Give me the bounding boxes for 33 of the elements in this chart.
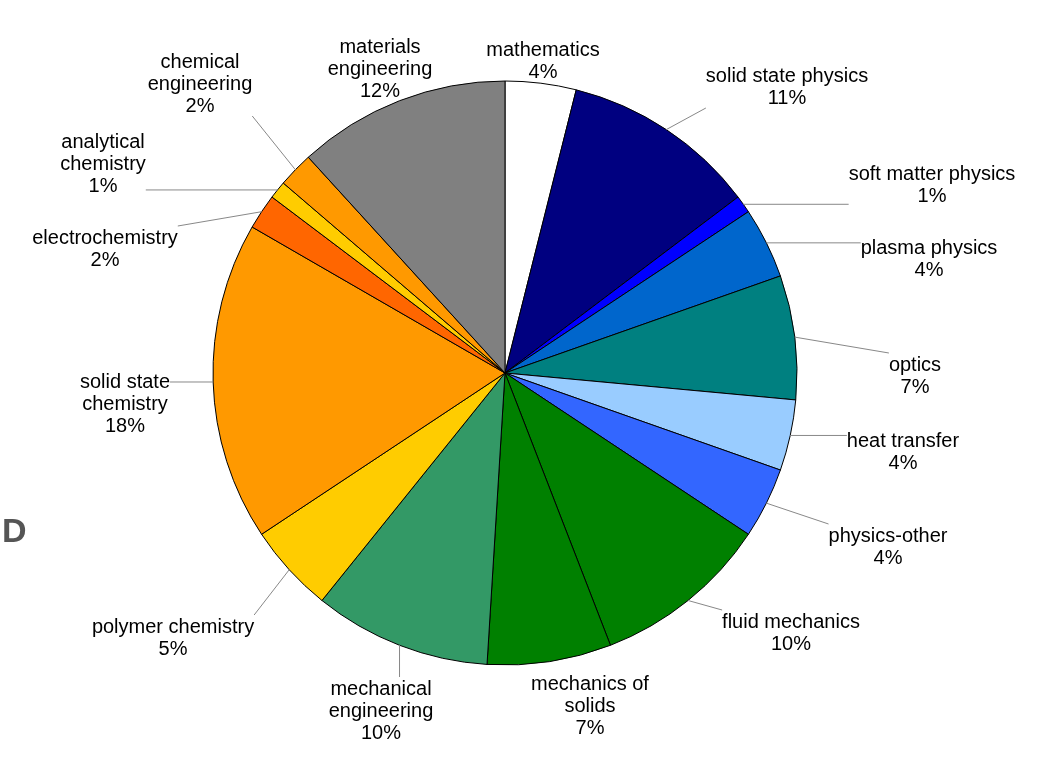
slice-label: mechanical engineering — [328, 677, 434, 721]
data-label: 12% — [359, 79, 401, 101]
data-label: 18% — [104, 414, 146, 436]
slice-label: heat transfer — [846, 429, 960, 451]
data-label: 1% — [88, 174, 118, 196]
data-label: 2% — [185, 94, 215, 116]
data-label: 10% — [360, 721, 402, 743]
slice-label: analytical chemistry — [60, 130, 146, 174]
data-label: 5% — [158, 637, 188, 659]
data-label: 1% — [917, 184, 947, 206]
data-label: 7% — [575, 716, 605, 738]
slice-label: fluid mechanics — [722, 610, 860, 632]
data-label: 4% — [888, 451, 918, 473]
data-label: 2% — [90, 248, 120, 270]
data-label: 4% — [873, 546, 903, 568]
slice-label: optics — [888, 353, 942, 375]
slice-label: mechanics of solids — [531, 672, 650, 716]
data-label: 7% — [900, 375, 930, 397]
data-label: 4% — [528, 60, 558, 82]
data-label: 10% — [770, 632, 812, 654]
slice-label: plasma physics — [860, 236, 998, 258]
data-label: 4% — [914, 258, 944, 280]
slice-label: chemical engineering — [147, 50, 253, 94]
slice-label: soft matter physics — [848, 162, 1016, 184]
slice-label: electrochemistry — [32, 226, 178, 248]
slice-label: materials engineering — [327, 35, 433, 79]
slice-label: polymer chemistry — [91, 615, 255, 637]
data-label: 11% — [767, 86, 807, 108]
slice-label: solid state physics — [705, 64, 869, 86]
text: D — [2, 511, 27, 549]
slice-label: physics-other — [828, 524, 948, 546]
slice-label: mathematics — [486, 38, 600, 60]
slice-label: solid state chemistry — [79, 370, 171, 414]
